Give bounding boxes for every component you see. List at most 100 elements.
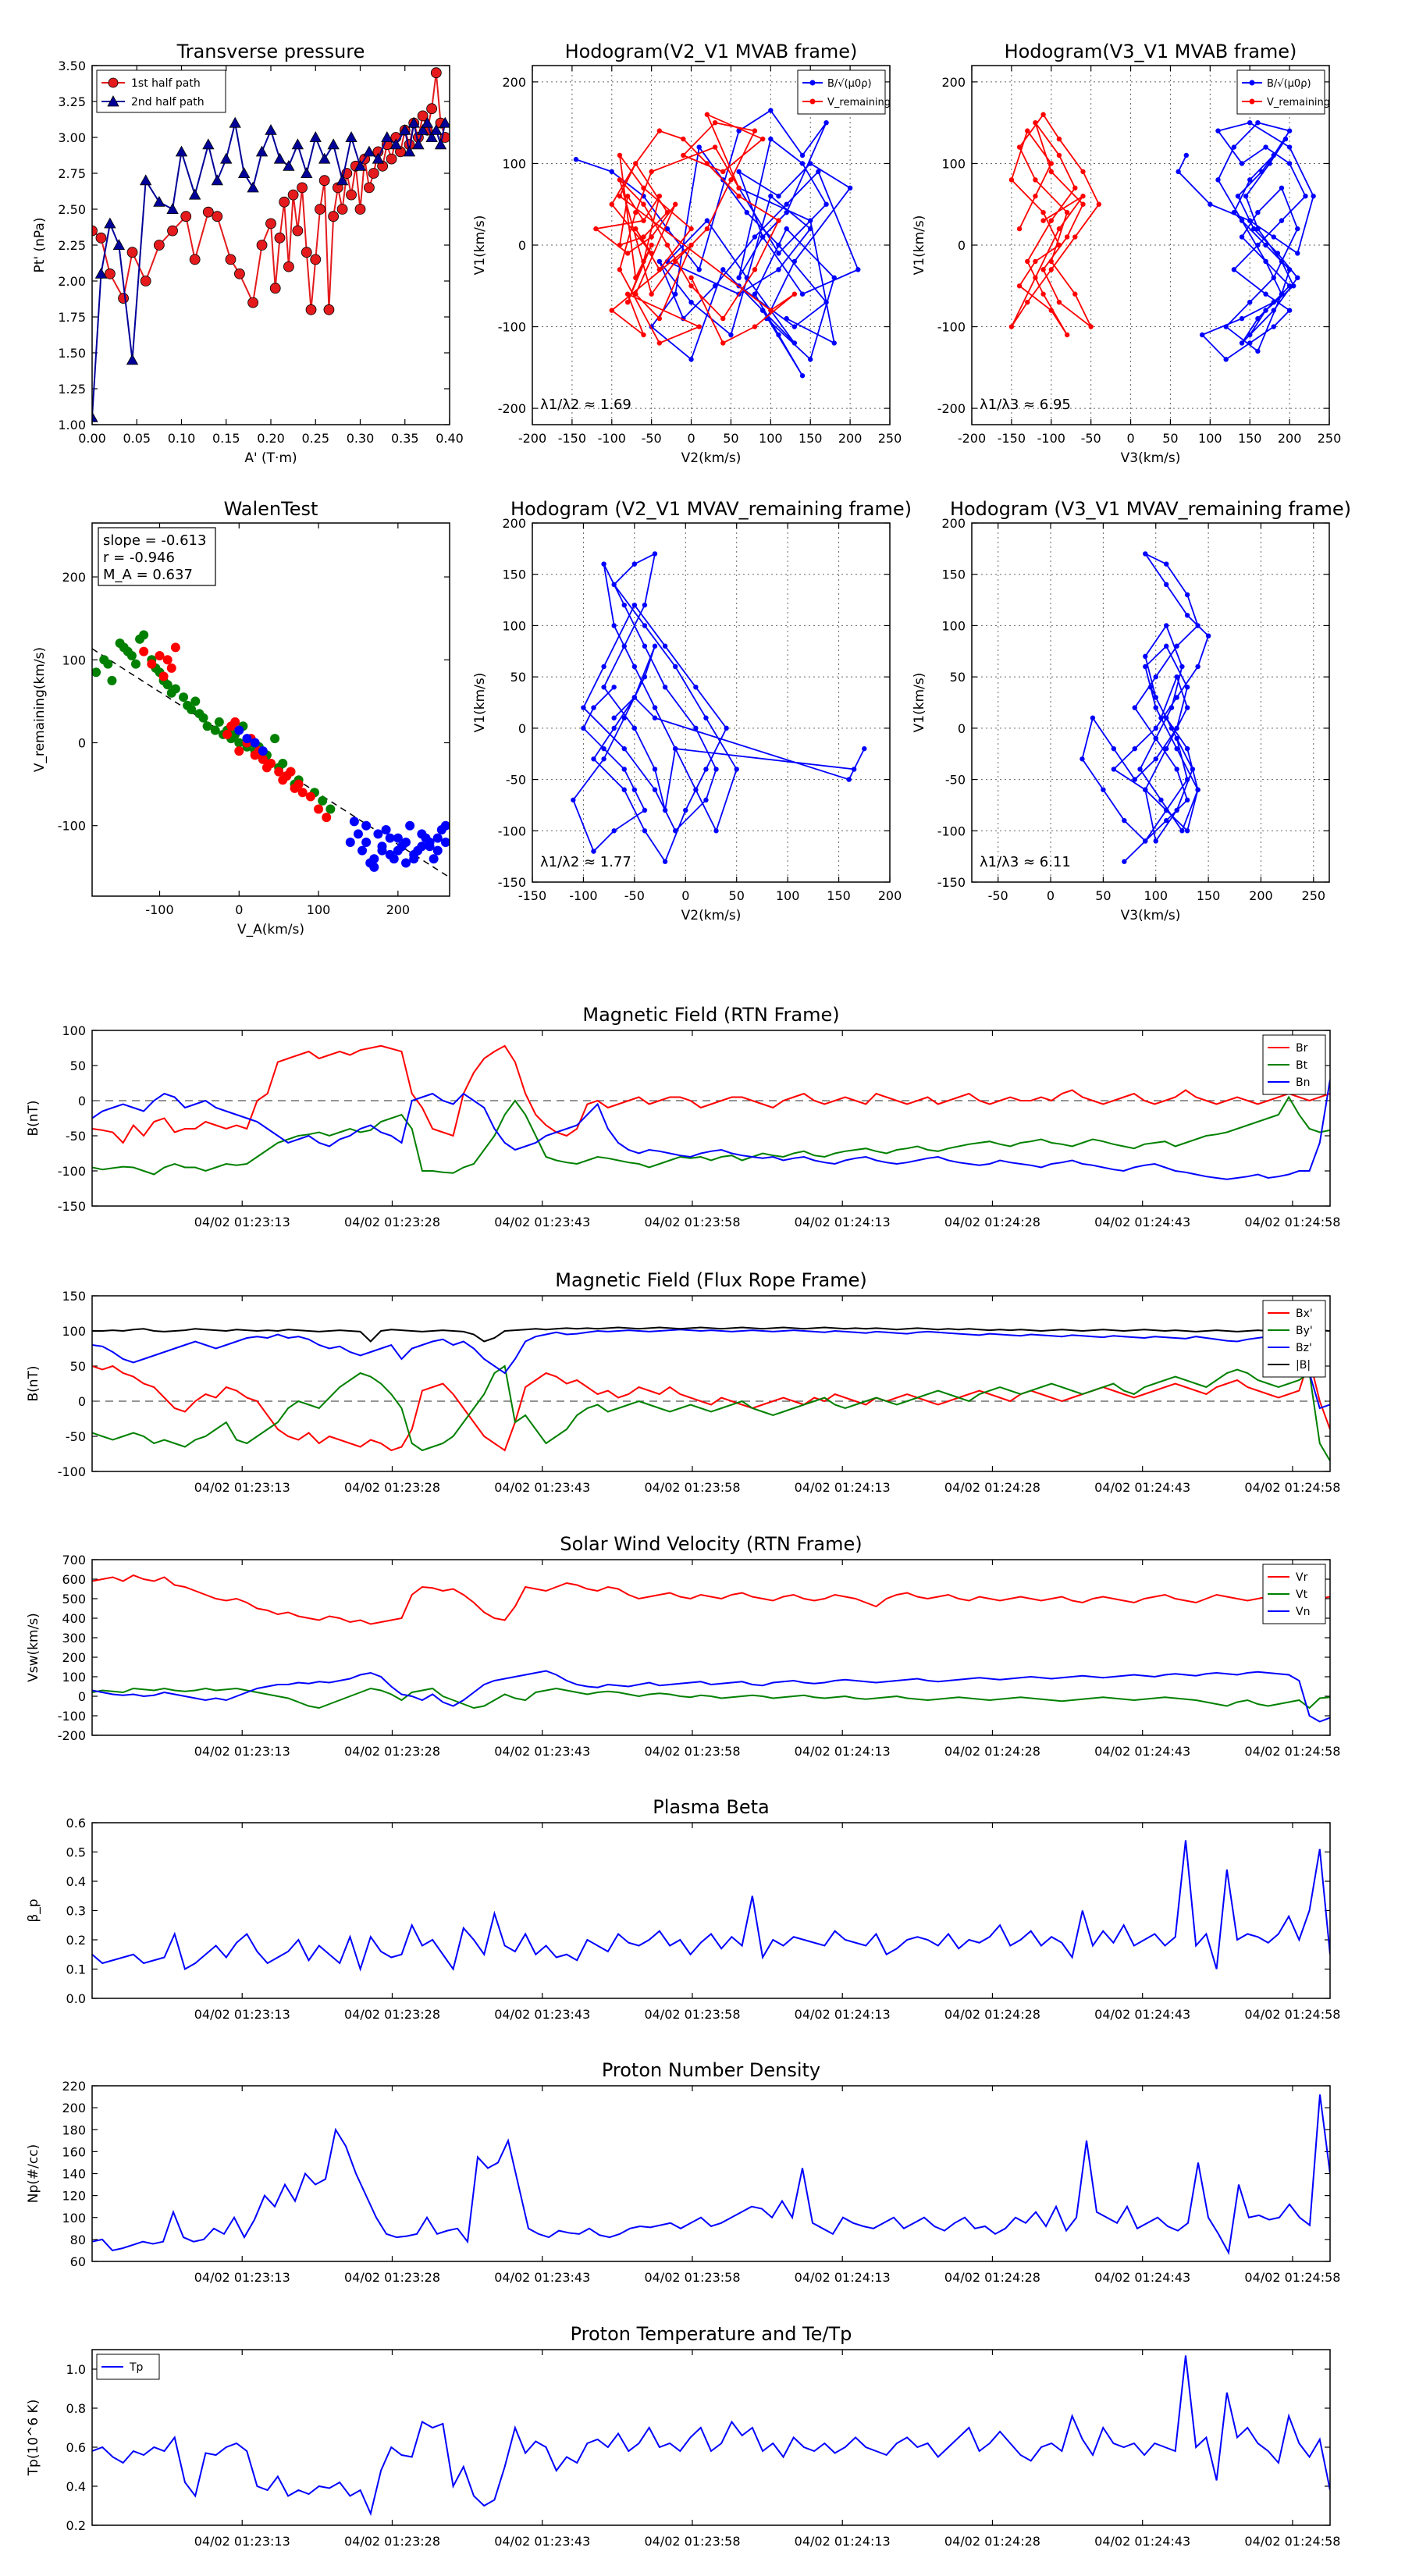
data-point <box>286 767 296 777</box>
time-tick-label: 04/02 01:24:28 <box>944 1480 1040 1495</box>
data-point <box>94 267 108 279</box>
data-point <box>1040 267 1046 272</box>
data-point <box>673 201 678 207</box>
data-point <box>95 232 107 244</box>
data-point <box>1195 623 1200 628</box>
data-point <box>633 275 638 281</box>
data-point <box>1056 152 1062 158</box>
y-tick-label: 0.8 <box>66 2401 86 2416</box>
data-point <box>261 763 272 773</box>
time-tick-label: 04/02 01:24:58 <box>1244 2534 1340 2549</box>
chart-title: Magnetic Field (Flux Rope Frame) <box>555 1269 866 1291</box>
data-point <box>345 837 355 847</box>
x-axis-label: V_A(km/s) <box>237 922 304 938</box>
data-point <box>1267 161 1272 166</box>
legend-label: Bt <box>1296 1059 1308 1072</box>
time-tick-label: 04/02 01:24:13 <box>795 2007 891 2022</box>
data-point <box>1164 582 1169 588</box>
data-point <box>270 734 280 744</box>
data-point <box>1286 267 1293 272</box>
legend-label: Bx' <box>1296 1308 1313 1320</box>
axes-frame <box>91 65 450 425</box>
data-point <box>1153 695 1158 700</box>
data-point <box>688 357 694 362</box>
data-point <box>855 267 861 272</box>
data-point <box>439 116 450 128</box>
data-point <box>278 775 288 785</box>
y-tick-label: -100 <box>58 1464 86 1479</box>
data-point <box>633 209 638 215</box>
data-point <box>1174 643 1179 649</box>
data-point <box>656 128 663 133</box>
data-point <box>283 261 294 272</box>
y-tick-label: 700 <box>62 1553 86 1567</box>
y-tick-label: 100 <box>941 618 966 633</box>
data-point <box>652 767 658 772</box>
time-tick-label: 04/02 01:23:28 <box>344 1215 440 1229</box>
legend-label: V_remaining <box>1267 97 1330 109</box>
ratio-annotation: λ1/λ3 ≈ 6.11 <box>980 854 1071 870</box>
data-point <box>617 194 623 199</box>
data-point <box>1174 695 1179 700</box>
x-tick-label: 250 <box>1318 431 1342 446</box>
data-point <box>673 745 678 752</box>
y-tick-label: 100 <box>502 618 526 633</box>
data-point <box>617 152 623 158</box>
data-point <box>1040 218 1046 223</box>
plot-area <box>92 1326 1330 1462</box>
data-point <box>611 828 617 834</box>
data-point <box>103 659 113 669</box>
data-point <box>417 110 429 122</box>
y-tick-label: 2.00 <box>58 274 86 289</box>
data-point <box>1033 258 1038 265</box>
y-tick-label: 60 <box>70 2254 86 2269</box>
data-point <box>1016 283 1023 289</box>
data-point <box>693 685 699 690</box>
y-axis-label: V_remaining(km/s) <box>32 647 48 772</box>
x-tick-label: 100 <box>1144 888 1168 903</box>
data-point <box>314 804 324 814</box>
data-point <box>631 787 638 792</box>
data-point <box>862 745 867 752</box>
time-tick-label: 04/02 01:24:58 <box>1244 1744 1340 1759</box>
data-point <box>230 717 240 727</box>
x-tick-label: -100 <box>145 902 173 917</box>
data-point <box>1279 258 1285 265</box>
x-tick-label: 150 <box>1238 431 1262 446</box>
time-tick-label: 04/02 01:24:58 <box>1244 2007 1340 2022</box>
y-tick-label: 100 <box>502 156 526 171</box>
data-point <box>831 340 837 346</box>
data-point <box>237 167 251 179</box>
plot-area <box>571 551 867 864</box>
data-point <box>301 247 312 258</box>
data-point <box>274 232 286 244</box>
data-point <box>361 837 372 847</box>
data-point <box>1056 299 1062 305</box>
y-tick-label: 200 <box>62 1650 86 1665</box>
y-tick-label: 50 <box>70 1059 86 1073</box>
series-line-Bn <box>92 1079 1330 1180</box>
legend-marker <box>809 98 816 105</box>
ratio-annotation: λ1/λ3 ≈ 6.95 <box>980 397 1071 413</box>
data-point <box>652 787 658 792</box>
data-point <box>368 168 379 179</box>
data-point <box>641 201 646 207</box>
data-point <box>416 123 429 135</box>
y-tick-label: 500 <box>62 1592 86 1606</box>
data-point <box>417 841 427 852</box>
data-point <box>1235 194 1241 199</box>
data-point <box>642 623 648 628</box>
data-point <box>1190 767 1196 772</box>
x-tick-label: 0 <box>681 888 689 903</box>
data-point <box>305 304 317 315</box>
x-tick-label: 200 <box>838 431 863 446</box>
stats-ma: M_A = 0.637 <box>103 567 193 583</box>
data-point <box>183 700 193 710</box>
time-tick-label: 04/02 01:23:43 <box>494 2007 590 2022</box>
time-tick-label: 04/02 01:23:13 <box>194 1215 290 1229</box>
x-tick-label: -100 <box>569 888 597 903</box>
data-point <box>823 201 829 207</box>
data-point <box>808 218 813 223</box>
data-point <box>1239 340 1245 346</box>
data-point <box>633 291 638 297</box>
